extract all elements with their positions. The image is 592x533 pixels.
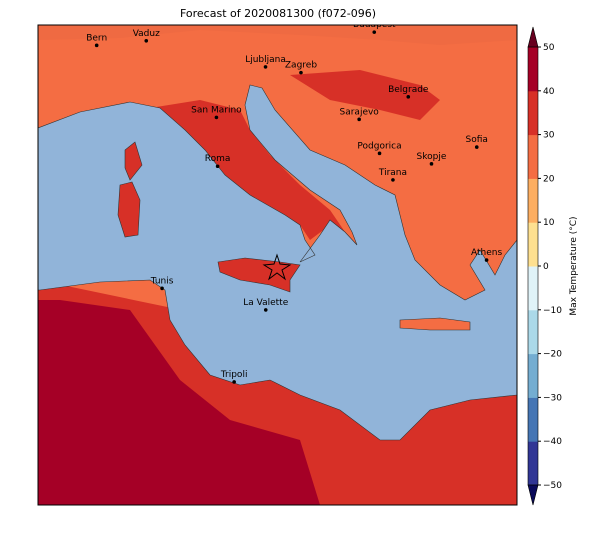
city-label: Athens bbox=[471, 248, 502, 258]
city-label: Belgrade bbox=[388, 85, 429, 95]
colorbar-tick-label: 30 bbox=[543, 131, 555, 141]
colorbar-tick-label: 10 bbox=[543, 218, 555, 228]
city-dot bbox=[144, 39, 149, 43]
city-dot bbox=[215, 164, 220, 169]
colorbar-tick-label: −10 bbox=[543, 306, 562, 316]
city-dot bbox=[299, 70, 303, 75]
colorbar-tick-label: 40 bbox=[543, 87, 555, 97]
colorbar-tick-label: 50 bbox=[543, 43, 555, 53]
land-italy bbox=[150, 100, 345, 240]
city-label: Vaduz bbox=[133, 29, 160, 39]
colorbar-level bbox=[528, 134, 538, 179]
colorbar-under bbox=[527, 484, 539, 506]
city-dot bbox=[214, 115, 219, 120]
colorbar-tick-label: −30 bbox=[543, 393, 562, 403]
colorbar-tick-label: 20 bbox=[543, 174, 555, 184]
map-frame bbox=[37, 24, 518, 506]
colorbar-tick-label: −20 bbox=[543, 350, 562, 360]
city-dot bbox=[429, 162, 434, 166]
city-dot bbox=[232, 380, 236, 384]
land-north bbox=[38, 25, 517, 45]
city-dot bbox=[391, 178, 395, 182]
sicily bbox=[217, 257, 301, 293]
colorbar-level bbox=[528, 353, 538, 398]
city-label: Tirana bbox=[378, 168, 407, 178]
colorbar-level bbox=[528, 178, 538, 223]
city-dot bbox=[377, 151, 382, 156]
city-label: Sarajevo bbox=[340, 107, 380, 117]
crete bbox=[399, 317, 471, 331]
city-label: Sofia bbox=[466, 135, 488, 145]
city-dot bbox=[160, 286, 164, 291]
colorbar-tick-label: −50 bbox=[543, 481, 562, 491]
colorbar-level bbox=[528, 47, 538, 92]
colorbar-label: Max Temperature (°C) bbox=[569, 216, 579, 315]
city-dot bbox=[263, 65, 268, 69]
city-label: Ljubljana bbox=[245, 55, 286, 65]
city-label: Podgorica bbox=[357, 141, 401, 151]
city-label: San Marino bbox=[191, 105, 242, 115]
colorbar-level bbox=[528, 309, 538, 355]
city-label: Skopje bbox=[417, 152, 447, 162]
city-dot bbox=[474, 145, 479, 149]
city-dot bbox=[484, 258, 489, 262]
city-dot bbox=[263, 308, 268, 312]
city-label: Tunis bbox=[150, 276, 174, 286]
city-label: La Valette bbox=[243, 298, 288, 308]
colorbar-tick-label: 0 bbox=[543, 262, 549, 272]
city-dot bbox=[357, 117, 361, 122]
star-marker bbox=[262, 253, 292, 281]
city-label: Tripoli bbox=[220, 370, 248, 380]
city-label: Zagreb bbox=[285, 61, 317, 71]
colorbar-over bbox=[527, 26, 539, 48]
city-dot bbox=[406, 95, 411, 99]
land-balkans bbox=[290, 70, 440, 120]
city-label: Roma bbox=[205, 154, 231, 164]
city-dot bbox=[372, 30, 377, 34]
sardinia bbox=[117, 181, 141, 238]
land-africa-hot bbox=[38, 300, 320, 505]
city-dot bbox=[94, 43, 99, 48]
colorbar-level bbox=[528, 397, 538, 442]
colorbar-level bbox=[528, 90, 538, 136]
city-label: Budapest bbox=[353, 20, 396, 30]
colorbar-level bbox=[528, 222, 538, 267]
colorbar-level bbox=[528, 441, 538, 486]
colorbar-level bbox=[528, 266, 538, 311]
corsica bbox=[124, 141, 143, 181]
title: Forecast of 2020081300 (f072-096) bbox=[180, 7, 376, 20]
colorbar-tick-label: −40 bbox=[543, 437, 562, 447]
city-label: Bern bbox=[86, 33, 107, 43]
